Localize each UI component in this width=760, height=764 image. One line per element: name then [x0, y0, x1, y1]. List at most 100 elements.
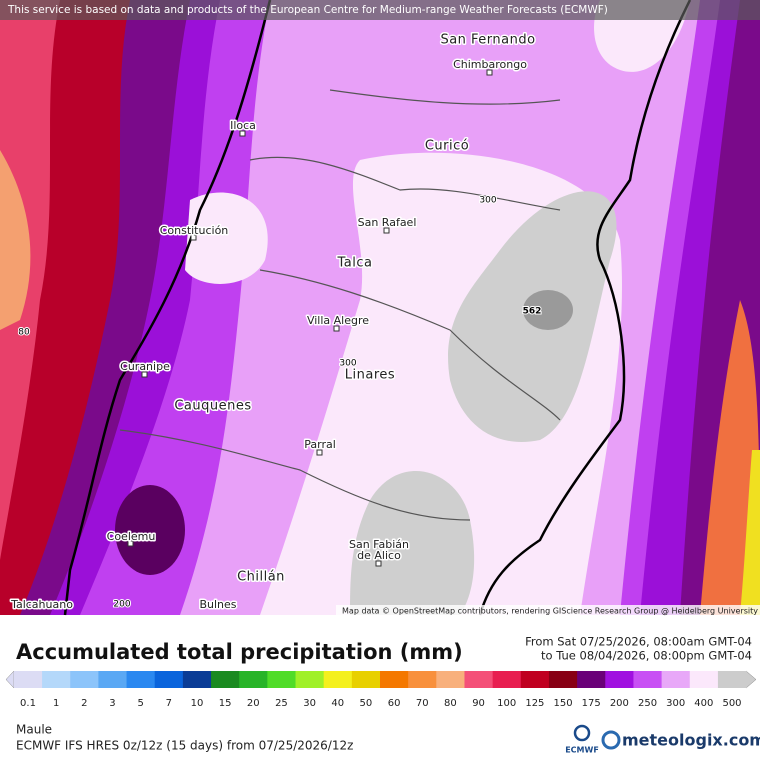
scale-box	[98, 671, 128, 688]
coastline	[63, 0, 272, 616]
header-band	[0, 0, 760, 20]
city-label: Curicó	[425, 139, 469, 154]
scale-box	[42, 671, 71, 688]
scale-label: 7	[166, 698, 172, 709]
scale-label: 100	[497, 698, 516, 709]
scale-label: 80	[444, 698, 457, 709]
scale-box	[13, 671, 43, 688]
color-scale: 0.1 1 2 3 5 7 10 15 20 25 30 40 50 60 70 80 90 100 125 150 1…	[5, 670, 757, 709]
contour-label: 200	[113, 600, 130, 610]
scale-label: 60	[388, 698, 401, 709]
contour-label: 80	[18, 328, 30, 338]
scale-label: 40	[331, 698, 344, 709]
city-label: Parral	[304, 438, 336, 451]
contour-label: 300	[339, 359, 356, 369]
scale-label: 250	[638, 698, 657, 709]
scale-label: 500	[722, 698, 741, 709]
valid-from: From Sat 07/25/2026, 08:00am GMT-04	[525, 635, 752, 649]
scale-box	[70, 671, 99, 688]
field-orange	[0, 150, 31, 330]
scale-box	[464, 671, 494, 688]
city-label: Chillán	[237, 570, 285, 585]
valid-to: to Tue 08/04/2026, 08:00pm GMT-04	[541, 649, 752, 663]
field-pink	[0, 0, 60, 560]
city-markers	[127, 69, 493, 567]
attribution: Map data © OpenStreetMap contributors, r…	[342, 607, 758, 616]
scale-label: 125	[525, 698, 544, 709]
city-label: Iloca	[230, 119, 256, 132]
scale-label: 175	[582, 698, 601, 709]
field-white-west	[185, 192, 268, 284]
contour-label: 300	[479, 196, 496, 206]
scale-label: 15	[219, 698, 232, 709]
scale-box	[661, 671, 691, 688]
scale-label: 90	[472, 698, 485, 709]
city-label: Coelemu	[107, 530, 156, 543]
header-text: This service is based on data and produc…	[7, 4, 608, 16]
meteologix-text[interactable]: meteologix.com	[622, 731, 760, 750]
scale-end-right	[745, 670, 757, 689]
scale-box	[267, 671, 297, 688]
city-label: Constitución	[160, 224, 229, 237]
scale-box	[182, 671, 212, 688]
region-name: Maule	[16, 723, 52, 737]
scale-box	[633, 671, 663, 688]
city-label: San Rafael	[358, 216, 417, 229]
city-label: Bulnes	[199, 598, 236, 611]
scale-label: 2	[81, 698, 87, 709]
city-label: Curanipe	[120, 360, 170, 373]
scale-label: 5	[137, 698, 143, 709]
scale-box	[239, 671, 268, 688]
attribution-band	[336, 605, 760, 616]
scale-label: 3	[109, 698, 115, 709]
scale-label: 25	[275, 698, 288, 709]
scale-label: 0.1	[20, 698, 36, 709]
scale-label: 150	[553, 698, 572, 709]
scale-box	[408, 671, 437, 688]
scale-box	[211, 671, 240, 688]
scale-box	[492, 671, 522, 688]
region-lines	[119, 89, 561, 521]
scale-label: 70	[416, 698, 429, 709]
field-east-orange	[700, 300, 760, 615]
scale-label: 10	[191, 698, 204, 709]
legend-title: Accumulated total precipitation (mm)	[16, 640, 463, 664]
scale-label: 50	[360, 698, 373, 709]
model-info: ECMWF IFS HRES 0z/12z (15 days) from 07/…	[16, 739, 353, 753]
city-label: San Fernando	[440, 33, 535, 48]
scale-box	[295, 671, 325, 688]
border	[478, 0, 692, 616]
city-label: Villa Alegre	[307, 314, 369, 327]
scale-box	[548, 671, 578, 688]
city-label: Talca	[337, 256, 373, 271]
field-max	[523, 290, 573, 330]
scale-box	[717, 671, 747, 688]
scale-end-left	[5, 670, 15, 689]
scale-label: 200	[610, 698, 629, 709]
city-label: Chimbarongo	[453, 58, 527, 71]
scale-label: 30	[303, 698, 316, 709]
meteologix-logo	[601, 730, 621, 750]
scale-label: 1	[53, 698, 59, 709]
city-label: Talcahuano	[10, 598, 73, 611]
scale-box	[126, 671, 156, 688]
city-label: Linares	[345, 368, 395, 383]
scale-box	[689, 671, 719, 688]
scale-label: 300	[666, 698, 685, 709]
scale-label: 20	[247, 698, 260, 709]
city-label: Cauquenes	[174, 399, 251, 414]
scale-box	[577, 671, 606, 688]
scale-box	[436, 671, 465, 688]
scale-box	[520, 671, 550, 688]
scale-label: 400	[694, 698, 713, 709]
field-east-yellow	[740, 450, 760, 615]
scale-box	[351, 671, 381, 688]
max-label: 562	[523, 307, 542, 317]
ecmwf-logo	[573, 724, 591, 742]
scale-box	[154, 671, 184, 688]
field-coelemu	[115, 485, 185, 575]
scale-box	[380, 671, 409, 688]
scale-box	[605, 671, 634, 688]
field-gray-south	[350, 471, 475, 615]
